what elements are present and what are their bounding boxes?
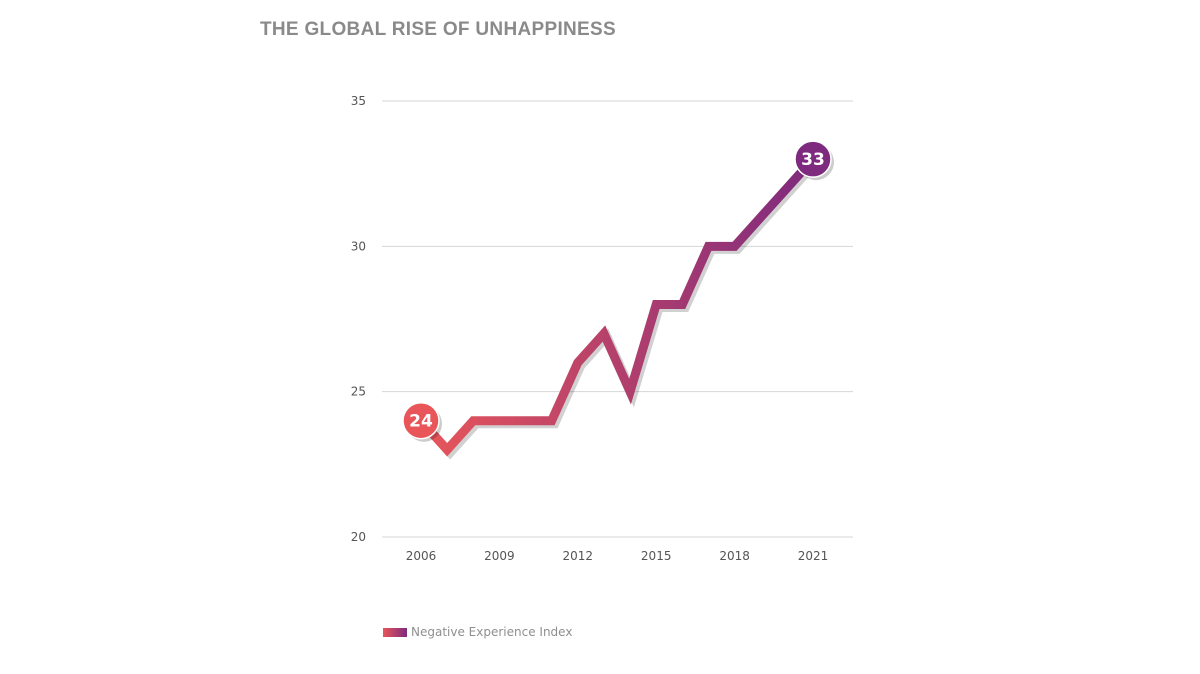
- y-tick-label: 30: [351, 239, 366, 253]
- x-tick-label: 2012: [563, 549, 594, 563]
- x-tick-label: 2009: [484, 549, 515, 563]
- series-line-shadow: [420, 159, 820, 460]
- chart-title: THE GLOBAL RISE OF UNHAPPINESS: [260, 19, 616, 40]
- end-marker: [402, 401, 440, 440]
- series-line: [417, 156, 817, 457]
- legend: Negative Experience Index: [383, 625, 572, 639]
- legend-label: Negative Experience Index: [411, 625, 573, 639]
- end-marker-label: 33: [801, 150, 825, 170]
- y-tick-label: 20: [351, 530, 366, 544]
- end-marker-label: 24: [409, 412, 433, 432]
- y-tick-label: 35: [351, 94, 366, 108]
- x-tick-label: 2006: [406, 549, 437, 563]
- legend-swatch: [383, 627, 407, 637]
- x-tick-label: 2018: [719, 549, 750, 563]
- end-marker: [794, 140, 832, 178]
- y-tick-label: 25: [351, 385, 366, 399]
- x-tick-label: 2021: [798, 549, 829, 563]
- x-tick-label: 2015: [641, 549, 672, 563]
